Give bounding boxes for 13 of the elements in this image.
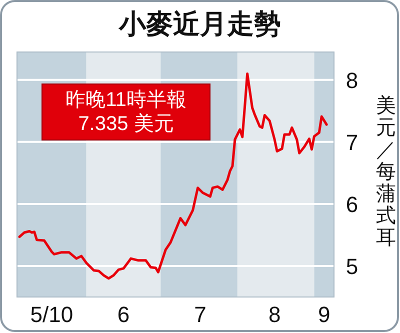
x-tick-label: 7 bbox=[194, 302, 206, 327]
y-axis-title: 美元／每蒲式耳 bbox=[376, 94, 396, 249]
y-tick-label: 8 bbox=[346, 68, 358, 93]
annotation: 昨晚11時半報 7.335 美元 bbox=[66, 89, 186, 135]
x-tick-label: 8 bbox=[268, 302, 281, 327]
y-tick-label: 6 bbox=[346, 192, 358, 217]
chart-title: 小麥近月走勢 bbox=[118, 9, 281, 39]
y-tick-label: 7 bbox=[346, 130, 358, 155]
line-series bbox=[18, 72, 328, 280]
x-tick-label: 5/10 bbox=[30, 302, 74, 327]
y-tick-label: 5 bbox=[346, 254, 358, 279]
x-tick-label: 9 bbox=[318, 302, 330, 327]
x-tick-label: 6 bbox=[117, 302, 130, 327]
